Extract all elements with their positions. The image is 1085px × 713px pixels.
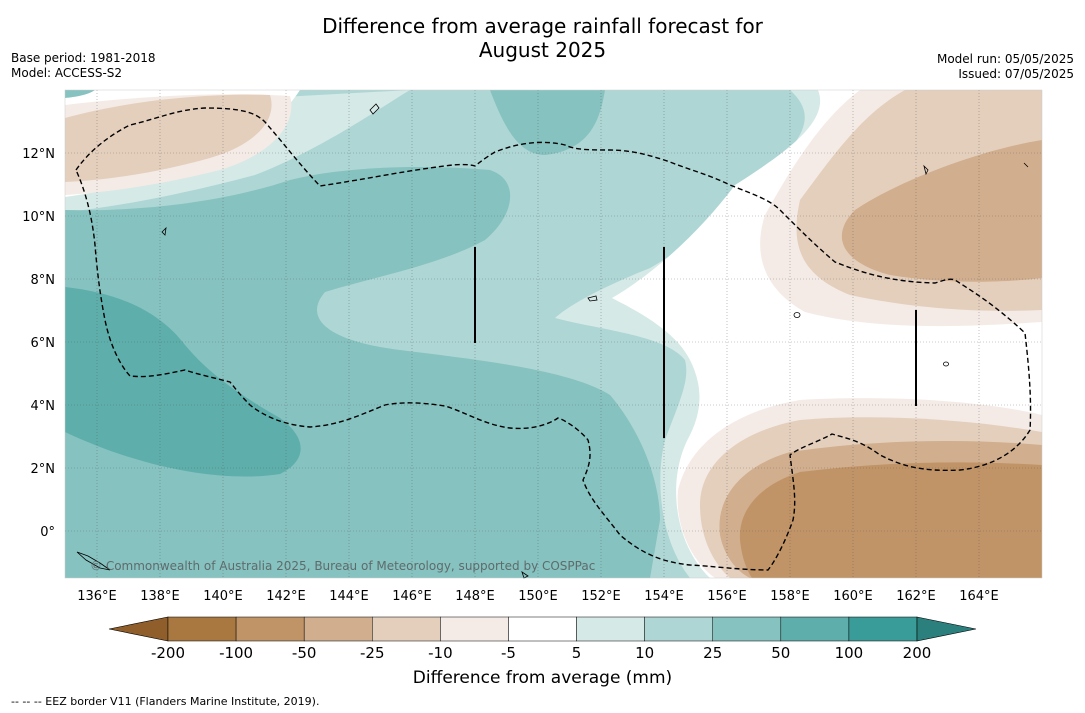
lon-label-164e: 164°E [959, 589, 999, 604]
lon-label-138e: 138°E [140, 589, 180, 604]
lat-label-4n: 4°N [31, 399, 56, 414]
lon-label-148e: 148°E [455, 589, 495, 604]
colorbar-tick-label: 25 [703, 644, 722, 662]
model-run-label: Model run: 05/05/2025 [936, 52, 1074, 66]
island-f [76, 551, 111, 571]
colorbar-tick-label: 200 [903, 644, 932, 662]
lon-label-154e: 154°E [644, 589, 684, 604]
colorbar-max-arrow [916, 616, 977, 642]
rainfall-map [65, 90, 1042, 578]
island-i [1023, 162, 1029, 168]
lon-label-160e: 160°E [833, 589, 873, 604]
island-c [587, 295, 598, 302]
band-minus25-northwest [65, 94, 272, 182]
title-line-1: Difference from average rainfall forecas… [322, 14, 763, 38]
boundary-segments [474, 247, 917, 438]
colorbar-segment [235, 616, 305, 642]
lat-label-6n: 6°N [31, 336, 56, 351]
lon-label-144e: 144°E [329, 589, 369, 604]
model-label: Model: ACCESS-S2 [11, 66, 123, 80]
band-plus50-north [490, 90, 605, 155]
island-a [369, 103, 380, 115]
map-title: Difference from average rainfall forecas… [0, 14, 1085, 62]
colorbar-segment [440, 616, 509, 642]
colorbar-segment [167, 616, 237, 642]
copyright-notice: © Commonwealth of Australia 2025, Bureau… [90, 559, 595, 573]
band-plus100-west [65, 287, 301, 477]
colorbar-segment [780, 616, 850, 642]
meta-right: Model run: 05/05/2025 Issued: 07/05/2025 [937, 52, 1074, 82]
island-h [923, 164, 929, 176]
lon-label-136e: 136°E [77, 589, 117, 604]
lat-label-8n: 8°N [31, 273, 56, 288]
lat-label-0: 0° [40, 525, 55, 540]
graticule [65, 90, 1042, 578]
lat-label-2n: 2°N [31, 462, 56, 477]
colorbar-segment [372, 616, 441, 642]
meta-left: Base period: 1981-2018 Model: ACCESS-S2 [11, 51, 156, 81]
colorbar-title: Difference from average (mm) [412, 668, 673, 688]
lon-label-162e: 162°E [896, 589, 936, 604]
lon-label-146e: 146°E [392, 589, 432, 604]
colorbar-tick-label: -5 [501, 644, 516, 662]
base-period-label: Base period: 1981-2018 [11, 51, 156, 65]
eez-legend-note: -- -- -- EEZ border V11 (Flanders Marine… [11, 695, 320, 708]
colorbar: -200 -100 -50 -25 -10 -5 5 10 25 50 100 200 [108, 616, 977, 662]
lon-label-142e: 142°E [266, 589, 306, 604]
eez-borders [75, 107, 1032, 571]
colorbar-segment [712, 616, 782, 642]
colorbar-tick-label: -50 [292, 644, 317, 662]
island-d [793, 312, 801, 318]
lat-label-10n: 10°N [22, 210, 55, 225]
colorbar-tick-label: -25 [360, 644, 385, 662]
band-minus50-northeast [841, 140, 1042, 282]
colorbar-tick-label: 10 [635, 644, 654, 662]
lon-label-150e: 150°E [518, 589, 558, 604]
island-g [521, 571, 529, 579]
colorbar-segment [644, 616, 713, 642]
lon-label-156e: 156°E [707, 589, 747, 604]
colorbar-segment [508, 616, 577, 642]
colorbar-tick-label: 50 [771, 644, 790, 662]
latitude-labels: 12°N 10°N 8°N 6°N 4°N 2°N 0° [22, 147, 55, 540]
island-e [943, 361, 949, 367]
lon-label-158e: 158°E [770, 589, 810, 604]
colorbar-tick-label: -100 [219, 644, 253, 662]
colorbar-segments [167, 616, 918, 642]
colorbar-tick-label: 5 [572, 644, 582, 662]
lat-label-12n: 12°N [22, 147, 55, 162]
island-b [161, 226, 167, 236]
longitude-labels: 136°E 138°E 140°E 142°E 144°E 146°E 148°… [77, 589, 999, 604]
colorbar-ticks: -200 -100 -50 -25 -10 -5 5 10 25 50 100 200 [151, 644, 931, 662]
colorbar-tick-label: 100 [835, 644, 864, 662]
issued-label: Issued: 07/05/2025 [958, 67, 1074, 81]
band-plus50-west [65, 167, 660, 578]
lon-label-152e: 152°E [581, 589, 621, 604]
colorbar-segment [848, 616, 918, 642]
lon-label-140e: 140°E [203, 589, 243, 604]
title-line-2: August 2025 [478, 38, 607, 62]
map-frame [64, 89, 1043, 579]
eez-border-west [75, 107, 1032, 571]
colorbar-tick-label: -10 [428, 644, 453, 662]
band-minus100-southeast [739, 462, 1042, 578]
band-plus50-stub [65, 90, 95, 98]
colorbar-segment [576, 616, 645, 642]
colorbar-min-arrow [108, 616, 169, 642]
islands [76, 103, 1029, 579]
colorbar-segment [303, 616, 373, 642]
colorbar-tick-label: -200 [151, 644, 185, 662]
